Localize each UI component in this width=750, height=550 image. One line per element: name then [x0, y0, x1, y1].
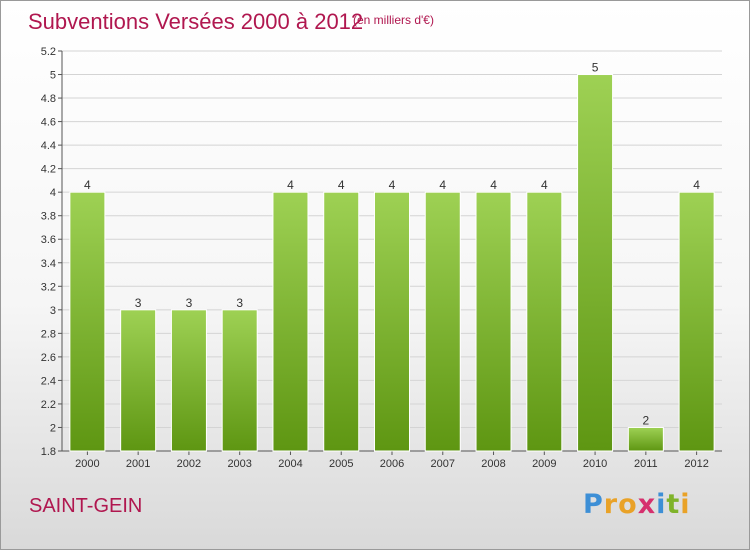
y-tick-label: 3.6 — [41, 234, 56, 246]
y-tick-label: 3 — [50, 305, 56, 317]
y-tick-label: 4 — [50, 187, 56, 199]
logo-letter: i — [656, 489, 667, 520]
data-label-2005: 4 — [338, 178, 345, 192]
bar-2004 — [272, 191, 309, 452]
y-tick-label: 4.6 — [41, 117, 56, 129]
bar-2001 — [120, 309, 157, 452]
bars — [69, 74, 715, 452]
data-label-2008: 4 — [490, 178, 497, 192]
bar-2009 — [526, 191, 563, 452]
bar-2008 — [475, 191, 512, 452]
x-tick-label-2011: 2011 — [634, 458, 658, 470]
bar-2003 — [221, 309, 258, 452]
commune-name: SAINT-GEIN — [29, 495, 143, 517]
x-tick-label-2001: 2001 — [126, 458, 150, 470]
logo-letter: i — [680, 489, 691, 520]
y-tick-label: 4.8 — [41, 93, 56, 105]
bar-2000 — [69, 191, 106, 452]
labels: 1.8 2 2.2 2.4 2.6 2.8 3 3.2 3.4 3.6 3.8 4 4.2 4.4 4.6 4… — [41, 46, 709, 470]
data-label-2004: 4 — [287, 178, 294, 192]
y-tick-label: 2.4 — [41, 375, 56, 387]
x-tick-label-2010: 2010 — [583, 458, 607, 470]
y-tick-label: 3.8 — [41, 211, 56, 223]
data-label-2012: 4 — [693, 178, 700, 192]
y-tick-label: 4.2 — [41, 164, 56, 176]
bar-2002 — [170, 309, 207, 452]
x-tick-label-2008: 2008 — [481, 458, 505, 470]
x-tick-label-2005: 2005 — [329, 458, 353, 470]
x-tick-label-2006: 2006 — [380, 458, 404, 470]
bar-2007 — [424, 191, 461, 452]
logo-letter: P — [583, 489, 604, 520]
bar-2012 — [678, 191, 715, 452]
y-tick-label: 3.4 — [41, 258, 56, 270]
y-tick-label: 4.4 — [41, 140, 56, 152]
x-tick-label-2002: 2002 — [177, 458, 201, 470]
y-tick-label: 5 — [50, 70, 56, 82]
y-tick-label: 1.8 — [41, 446, 56, 458]
logo-letter: o — [618, 489, 638, 520]
x-tick-label-2012: 2012 — [684, 458, 708, 470]
data-label-2003: 3 — [236, 296, 243, 310]
chart-title: Subventions Versées 2000 à 2012 — [28, 9, 364, 34]
bar-2006 — [374, 191, 410, 452]
y-tick-label: 2.6 — [41, 352, 56, 364]
y-tick-label: 2.2 — [41, 399, 56, 411]
proxiti-logo[interactable]: Proxiti — [583, 489, 691, 520]
x-tick-label-2007: 2007 — [431, 458, 455, 470]
logo-letter: x — [637, 489, 657, 520]
bar-2010 — [577, 74, 614, 452]
logo-letter: r — [603, 489, 619, 520]
data-label-2010: 5 — [592, 61, 599, 75]
x-tick-label-2004: 2004 — [278, 458, 302, 470]
data-label-2006: 4 — [389, 178, 396, 192]
x-tick-label-2003: 2003 — [227, 458, 251, 470]
data-label-2000: 4 — [84, 178, 91, 192]
data-label-2007: 4 — [439, 178, 446, 192]
chart-subtitle: (en milliers d'€) — [353, 13, 434, 27]
y-tick-label: 5.2 — [41, 46, 56, 58]
y-tick-label: 2 — [50, 422, 56, 434]
x-tick-label-2009: 2009 — [532, 458, 556, 470]
data-label-2001: 3 — [135, 296, 142, 310]
data-label-2002: 3 — [186, 296, 193, 310]
y-tick-label: 3.2 — [41, 281, 56, 293]
x-tick-label-2000: 2000 — [75, 458, 99, 470]
data-label-2011: 2 — [643, 413, 650, 427]
logo-letter: t — [666, 489, 681, 520]
y-tick-label: 2.8 — [41, 328, 56, 340]
bar-2011 — [627, 426, 664, 452]
bar-2005 — [323, 191, 360, 452]
data-label-2009: 4 — [541, 178, 548, 192]
